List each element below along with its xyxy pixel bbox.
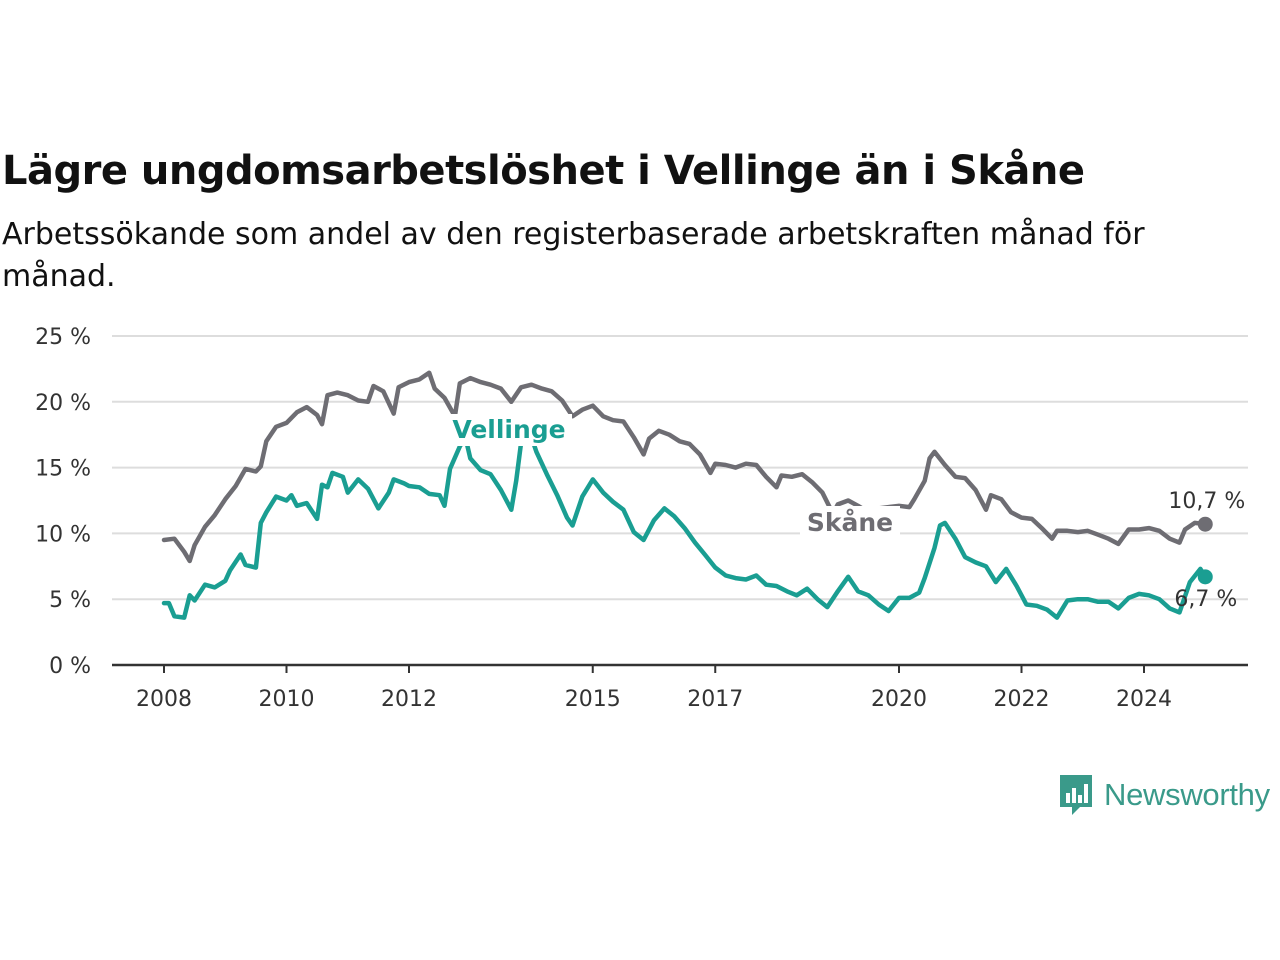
brand-name: Newsworthy (1104, 777, 1270, 812)
x-tick-label: 2017 (687, 687, 743, 712)
brand-logo: Newsworthy (1058, 772, 1270, 818)
label-bg-vellinge (446, 414, 572, 446)
end-value-vellinge: 6,7 % (1174, 587, 1237, 612)
label-bg-skane (800, 506, 900, 538)
x-tick-label: 2012 (381, 687, 437, 712)
x-tick-label: 2010 (259, 687, 315, 712)
y-tick-label: 15 % (35, 457, 91, 482)
x-tick-label: 2008 (136, 687, 192, 712)
end-value-skane: 10,7 % (1168, 489, 1245, 514)
series-name-skane: Skåne (807, 508, 893, 537)
y-tick-label: 5 % (49, 588, 91, 613)
series-name-vellinge: Vellinge (452, 415, 565, 444)
chart-title: Lägre ungdomsarbetslöshet i Vellinge än … (2, 148, 1085, 194)
chart-subtitle: Arbetssökande som andel av den registerb… (2, 217, 1145, 294)
newsworthy-logo-icon (1060, 775, 1092, 815)
y-tick-label: 25 % (35, 325, 91, 350)
end-marker-skne (1197, 516, 1213, 532)
x-tick-label: 2022 (994, 687, 1050, 712)
x-tick-label: 2020 (871, 687, 927, 712)
grid-layer (112, 335, 1248, 667)
x-tick-label: 2015 (565, 687, 621, 712)
end-marker-vellinge (1197, 569, 1213, 585)
series-line-skne (161, 370, 1208, 564)
x-tick-label: 2024 (1116, 687, 1172, 712)
series-lines (161, 370, 1213, 620)
y-tick-label: 20 % (35, 391, 91, 416)
y-tick-label: 10 % (35, 522, 91, 547)
axis-ticks: 0 % 5 % 10 % 15 % 20 % 25 % 2008 2010 2012 2015 20… (35, 325, 1172, 712)
y-tick-label: 0 % (49, 654, 91, 679)
series-line-vellinge (161, 435, 1208, 620)
series-labels: Skåne Vellinge 10,7 % 6,7 % (446, 414, 1245, 612)
